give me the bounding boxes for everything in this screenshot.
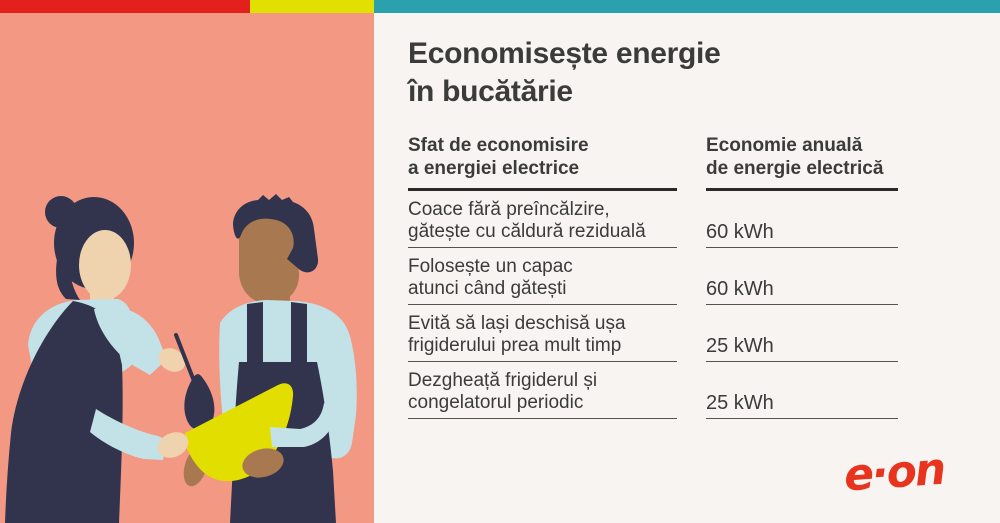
table-row-value: 25 kWh [706,305,898,362]
column-header-savings-line2: de energie electrică [706,158,884,179]
column-header-tips-line1: Sfat de economisire [408,135,589,156]
page-title-line2: în bucătărie [408,75,573,108]
kitchen-cooking-illustration [5,194,357,523]
column-header-tips-line2: a energiei electrice [408,158,580,179]
yellow-stripe [250,0,374,13]
top-color-bar [0,0,1000,13]
table-row-tip: Folosește un capac atunci când gătești [408,248,677,305]
table-row-tip: Dezgheață frigiderul și congelatorul per… [408,362,677,419]
table-row-tip: Coace fără preîncălzire, gătește cu căld… [408,191,677,248]
page-title: Economisește energie în bucătărie [408,35,721,111]
column-header-savings-line1: Economie anuală [706,135,863,156]
column-header-savings: Economie anuală de energie electrică [706,134,898,191]
table-row-tip: Evită să lași deschisă ușa frigiderului … [408,305,677,362]
energy-savings-table: Sfat de economisire a energiei electrice… [408,134,898,419]
page-title-line1: Economisește energie [408,37,721,70]
illustration-panel [0,13,374,523]
content-panel: Economisește energie în bucătărie Sfat d… [374,13,1000,523]
column-header-tips: Sfat de economisire a energiei electrice [408,134,677,191]
eon-logo-text: e·on [843,448,946,502]
eon-logo: e·on [843,448,946,502]
table-row-value: 25 kWh [706,362,898,419]
table-row-value: 60 kWh [706,248,898,305]
whisk [174,333,215,431]
teal-stripe [374,0,1000,13]
woman-figure [5,196,186,523]
hands-on-bowl [90,403,338,478]
table-row-value: 60 kWh [706,191,898,248]
red-stripe [0,0,250,13]
